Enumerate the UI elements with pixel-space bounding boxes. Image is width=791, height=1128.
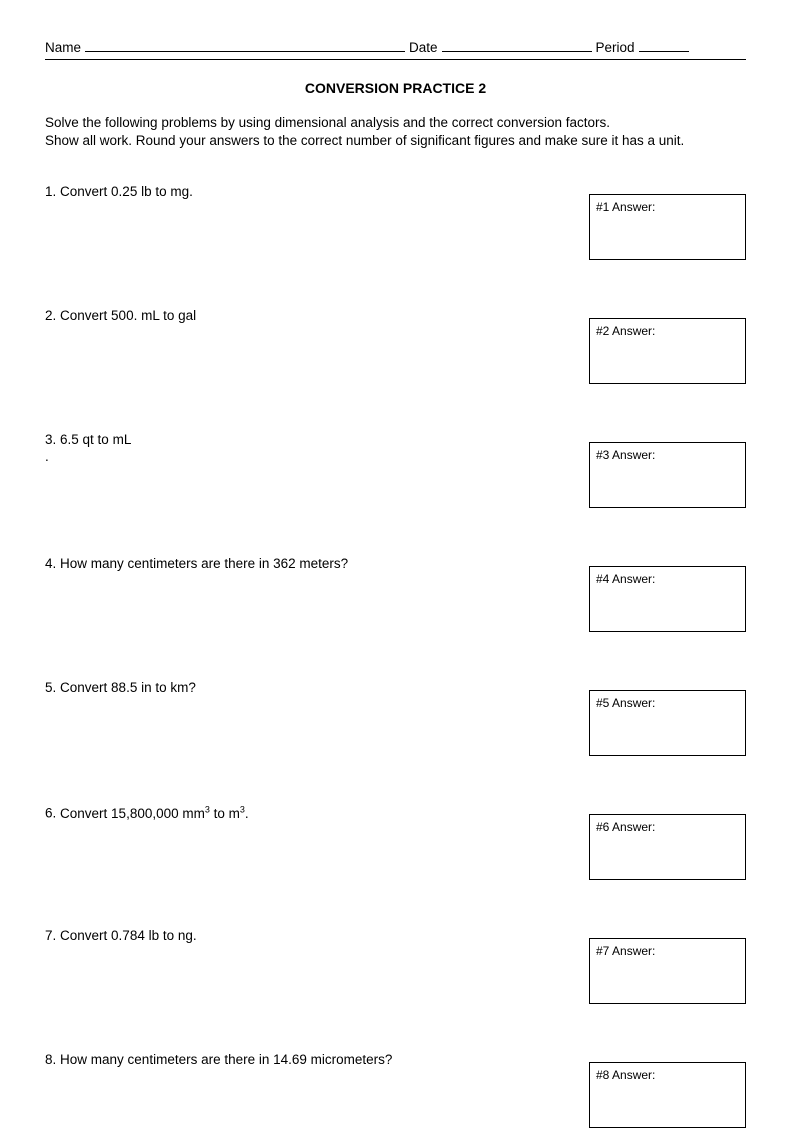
instructions-line-1: Solve the following problems by using di… <box>45 114 746 132</box>
problem-1-question: Convert 0.25 lb to mg. <box>60 184 193 199</box>
problem-4-text: 4. How many centimeters are there in 362… <box>45 556 589 571</box>
problem-4: 4. How many centimeters are there in 362… <box>45 556 746 632</box>
answer-6-label: #6 Answer: <box>596 820 655 834</box>
problem-8-question: How many centimeters are there in 14.69 … <box>60 1052 392 1067</box>
period-label: Period <box>596 40 635 55</box>
problem-3-text: 3. 6.5 qt to mL . <box>45 432 589 464</box>
answer-box-8[interactable]: #8 Answer: <box>589 1062 746 1128</box>
problem-8: 8. How many centimeters are there in 14.… <box>45 1052 746 1128</box>
problem-3: 3. 6.5 qt to mL . #3 Answer: <box>45 432 746 508</box>
problem-6: 6. Convert 15,800,000 mm3 to m3. #6 Answ… <box>45 804 746 880</box>
answer-7-label: #7 Answer: <box>596 944 655 958</box>
answer-box-5[interactable]: #5 Answer: <box>589 690 746 756</box>
header-divider <box>45 59 746 60</box>
date-input-line[interactable] <box>442 38 592 52</box>
answer-4-label: #4 Answer: <box>596 572 655 586</box>
problem-3-question: 6.5 qt to mL <box>60 432 131 447</box>
problem-7-question: Convert 0.784 lb to ng. <box>60 928 197 943</box>
answer-box-3[interactable]: #3 Answer: <box>589 442 746 508</box>
name-input-line[interactable] <box>85 38 405 52</box>
answer-2-label: #2 Answer: <box>596 324 655 338</box>
problem-3-extra: . <box>45 449 569 464</box>
date-label: Date <box>409 40 438 55</box>
problem-2-number: 2. <box>45 308 56 323</box>
problem-2-question: Convert 500. mL to gal <box>60 308 196 323</box>
problem-1: 1. Convert 0.25 lb to mg. #1 Answer: <box>45 184 746 260</box>
problem-3-number: 3. <box>45 432 56 447</box>
answer-box-1[interactable]: #1 Answer: <box>589 194 746 260</box>
problem-8-number: 8. <box>45 1052 56 1067</box>
problem-6-number: 6. <box>45 806 56 821</box>
answer-3-label: #3 Answer: <box>596 448 655 462</box>
worksheet-title: CONVERSION PRACTICE 2 <box>45 80 746 96</box>
instructions: Solve the following problems by using di… <box>45 114 746 150</box>
answer-box-4[interactable]: #4 Answer: <box>589 566 746 632</box>
problem-7-text: 7. Convert 0.784 lb to ng. <box>45 928 589 943</box>
problem-5-text: 5. Convert 88.5 in to km? <box>45 680 589 695</box>
problem-8-text: 8. How many centimeters are there in 14.… <box>45 1052 589 1067</box>
answer-8-label: #8 Answer: <box>596 1068 655 1082</box>
answer-5-label: #5 Answer: <box>596 696 655 710</box>
problem-2: 2. Convert 500. mL to gal #2 Answer: <box>45 308 746 384</box>
problem-5-number: 5. <box>45 680 56 695</box>
period-input-line[interactable] <box>639 38 689 52</box>
problem-7: 7. Convert 0.784 lb to ng. #7 Answer: <box>45 928 746 1004</box>
answer-1-label: #1 Answer: <box>596 200 655 214</box>
problem-6-text: 6. Convert 15,800,000 mm3 to m3. <box>45 804 589 821</box>
problem-5: 5. Convert 88.5 in to km? #5 Answer: <box>45 680 746 756</box>
problem-4-number: 4. <box>45 556 56 571</box>
name-label: Name <box>45 40 81 55</box>
problem-1-number: 1. <box>45 184 56 199</box>
answer-box-7[interactable]: #7 Answer: <box>589 938 746 1004</box>
problem-6-question: Convert 15,800,000 mm3 to m3. <box>60 806 249 821</box>
instructions-line-2: Show all work. Round your answers to the… <box>45 132 746 150</box>
problem-5-question: Convert 88.5 in to km? <box>60 680 196 695</box>
problem-2-text: 2. Convert 500. mL to gal <box>45 308 589 323</box>
header-fields: Name Date Period <box>45 38 746 55</box>
problem-4-question: How many centimeters are there in 362 me… <box>60 556 348 571</box>
answer-box-2[interactable]: #2 Answer: <box>589 318 746 384</box>
problem-1-text: 1. Convert 0.25 lb to mg. <box>45 184 589 199</box>
problem-7-number: 7. <box>45 928 56 943</box>
answer-box-6[interactable]: #6 Answer: <box>589 814 746 880</box>
